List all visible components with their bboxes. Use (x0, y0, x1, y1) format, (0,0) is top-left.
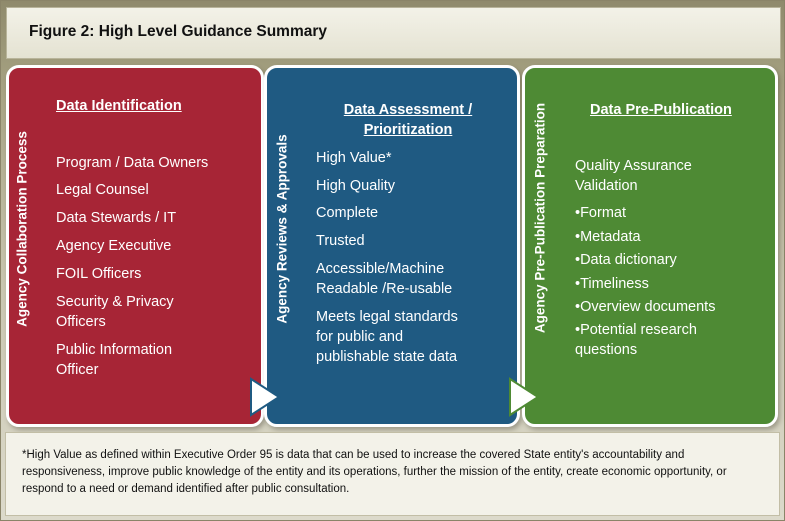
list-item: Officers (56, 314, 106, 330)
list-item: questions (575, 342, 638, 358)
list-item: High Quality (316, 178, 395, 194)
figure-title: Figure 2: High Level Guidance Summary (29, 23, 328, 40)
list-item: Validation (575, 178, 638, 194)
list-item: for public and (316, 329, 404, 345)
list-item: Program / Data Owners (56, 155, 209, 171)
list-item: Meets legal standards (316, 309, 458, 325)
list-item: Public Information (56, 342, 173, 358)
list-item: High Value* (316, 150, 392, 166)
list-item: Legal Counsel (56, 182, 149, 198)
list-item: •Metadata (575, 229, 641, 245)
title-bar: Figure 2: High Level Guidance Summary (6, 7, 781, 59)
list-item: Readable /Re-usable (316, 281, 453, 297)
list-item: Trusted (316, 233, 365, 249)
list-item: Agency Executive (56, 238, 172, 254)
panel-data-assessment (264, 65, 520, 427)
list-item: Complete (316, 205, 379, 221)
list-item: •Timeliness (575, 276, 649, 292)
list-item: publishable state data (316, 349, 458, 365)
arrow-right-icon (509, 377, 540, 417)
list-item: Quality Assurance (575, 158, 692, 174)
list-item: Data Stewards / IT (56, 210, 177, 226)
list-item: Officer (56, 362, 99, 378)
heading-data-assessment: Data Assessment / Prioritization (318, 100, 498, 140)
list-item: Accessible/Machine (316, 261, 445, 277)
footnote-box: *High Value as defined within Executive … (5, 432, 780, 516)
list-item: •Overview documents (575, 299, 716, 315)
list-item: •Format (575, 205, 626, 221)
heading-line: Data Assessment / (343, 102, 473, 118)
list-item: •Data dictionary (575, 252, 677, 268)
heading-data-identification: Data Identification (56, 98, 182, 114)
panel-data-identification (6, 65, 264, 427)
panel-data-pre-publication (522, 65, 778, 427)
list-item: FOIL Officers (56, 266, 142, 282)
heading-line: Prioritization (363, 122, 453, 138)
footnote-text: *High Value as defined within Executive … (22, 449, 727, 495)
list-item: Security & Privacy (56, 294, 174, 310)
list-item: •Potential research (575, 322, 697, 338)
arrow-right-icon (250, 377, 281, 417)
heading-data-pre-publication: Data Pre-Publication (590, 102, 732, 118)
